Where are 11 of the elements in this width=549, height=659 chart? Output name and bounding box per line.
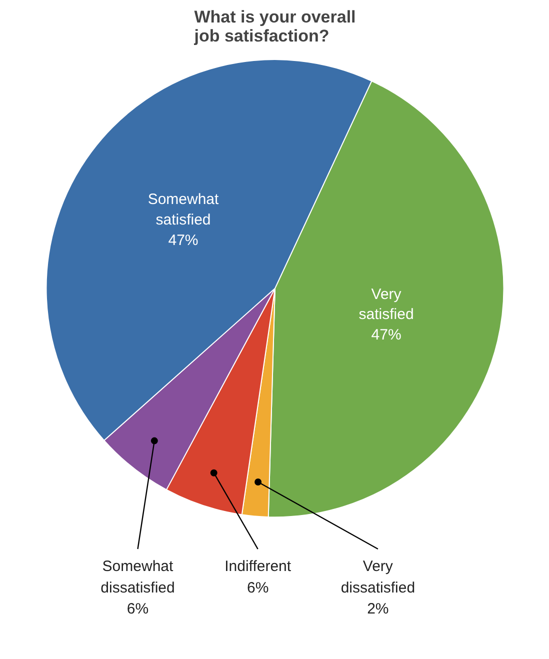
chart-title: What is your overall job satisfaction? (193, 8, 356, 46)
data-label: 6% (126, 600, 149, 618)
data-label: 6% (247, 579, 269, 596)
slice-label: Very satisfied (358, 286, 414, 324)
data-label: 2% (367, 600, 389, 618)
slice-label: Somewhat dissatisfied (100, 558, 175, 596)
slice-label: Indifferent (224, 558, 292, 576)
data-label: 47% (168, 232, 198, 249)
data-label: 47% (371, 326, 402, 344)
slice-label: Somewhat satisfied (148, 191, 220, 229)
slice-label: Very dissatisfied (340, 558, 416, 596)
